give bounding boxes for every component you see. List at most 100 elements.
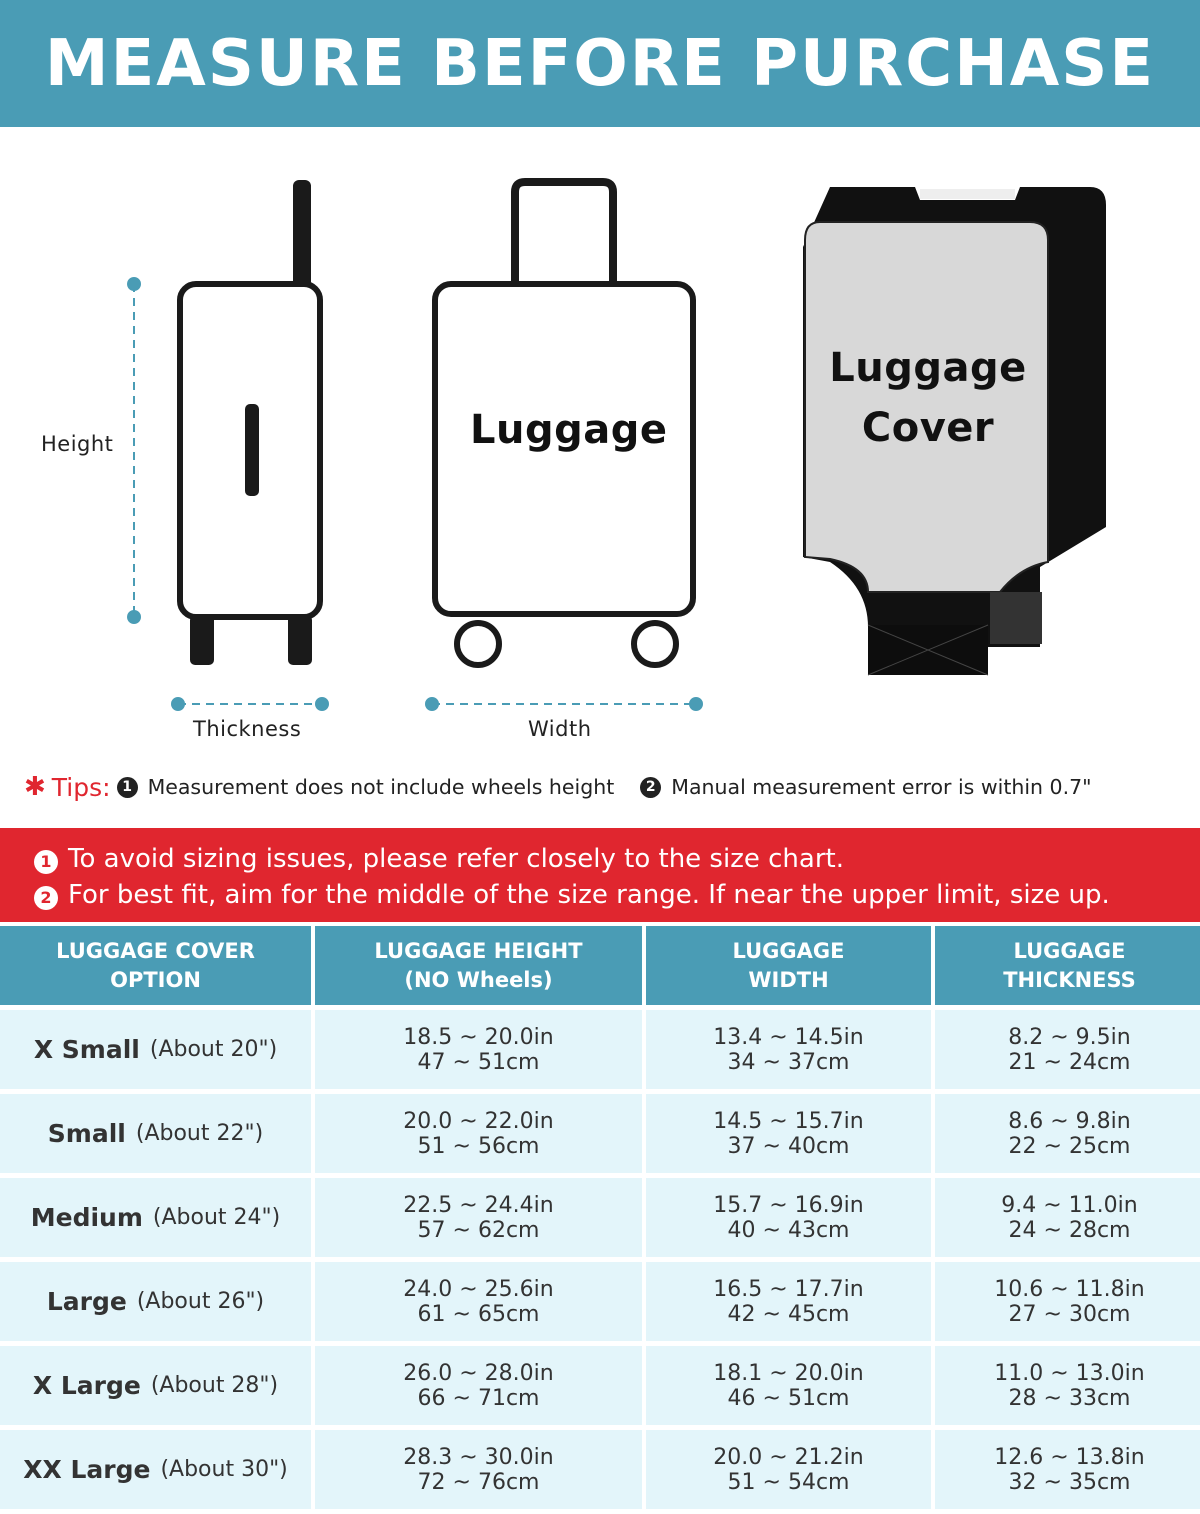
height-cell: 28.3 ~ 30.0in 72 ~ 76cm (315, 1430, 642, 1509)
width-cm: 51 ~ 54cm (727, 1469, 850, 1495)
tips-prefix: Tips: (51, 772, 111, 802)
header-text: LUGGAGE (1013, 938, 1126, 963)
page-title: MEASURE BEFORE PURCHASE (0, 0, 1200, 127)
side-view-suitcase (177, 180, 323, 665)
size-about: (About 24") (152, 1205, 281, 1230)
size-name: XX Large (23, 1455, 151, 1484)
width-cell: 16.5 ~ 17.7in 42 ~ 45cm (646, 1262, 931, 1341)
thickness-cm: 32 ~ 35cm (1008, 1469, 1131, 1495)
thickness-cell: 12.6 ~ 13.8in 32 ~ 35cm (935, 1430, 1200, 1509)
luggage-label: Luggage (470, 407, 668, 453)
width-cm: 34 ~ 37cm (727, 1049, 850, 1075)
height-cm: 72 ~ 76cm (417, 1469, 540, 1495)
thickness-inches: 11.0 ~ 13.0in (994, 1360, 1145, 1386)
height-cm: 57 ~ 62cm (417, 1217, 540, 1243)
thickness-cm: 22 ~ 25cm (1008, 1133, 1131, 1159)
cover-option-cell: Small (About 22") (0, 1094, 311, 1173)
table-header-row: LUGGAGE COVER OPTION LUGGAGE HEIGHT (NO Wh… (0, 926, 1200, 1005)
width-cell: 20.0 ~ 21.2in 51 ~ 54cm (646, 1430, 931, 1509)
width-cm: 42 ~ 45cm (727, 1301, 850, 1327)
number-2-icon: 2 (640, 776, 662, 798)
width-cell: 13.4 ~ 14.5in 34 ~ 37cm (646, 1010, 931, 1089)
tips-line: ✱ Tips: 1 Measurement does not include w… (24, 772, 1092, 802)
height-cell: 22.5 ~ 24.4in 57 ~ 62cm (315, 1178, 642, 1257)
luggage-diagram (127, 178, 1106, 711)
thickness-label: Thickness (193, 717, 302, 741)
height-inches: 24.0 ~ 25.6in (403, 1276, 554, 1302)
height-cm: 61 ~ 65cm (417, 1301, 540, 1327)
width-cell: 18.1 ~ 20.0in 46 ~ 51cm (646, 1346, 931, 1425)
width-cm: 40 ~ 43cm (727, 1217, 850, 1243)
size-name: Medium (30, 1203, 143, 1232)
table-row: Small (About 22") 20.0 ~ 22.0in 51 ~ 56cm 14… (0, 1094, 1200, 1173)
height-cell: 20.0 ~ 22.0in 51 ~ 56cm (315, 1094, 642, 1173)
header-text: (NO Wheels) (404, 967, 553, 992)
height-inches: 28.3 ~ 30.0in (403, 1444, 554, 1470)
thickness-cell: 11.0 ~ 13.0in 28 ~ 33cm (935, 1346, 1200, 1425)
table-row: XX Large (About 30") 28.3 ~ 30.0in 72 ~ 76c… (0, 1430, 1200, 1509)
thickness-cm: 27 ~ 30cm (1008, 1301, 1131, 1327)
height-label: Height (41, 432, 114, 456)
header-text: WIDTH (748, 967, 829, 992)
asterisk-icon: ✱ (24, 772, 46, 802)
cover-option-cell: Medium (About 24") (0, 1178, 311, 1257)
cover-option-cell: X Small (About 20") (0, 1010, 311, 1089)
size-about: (About 26") (136, 1289, 265, 1314)
thickness-inches: 8.2 ~ 9.5in (1008, 1024, 1131, 1050)
height-cell: 18.5 ~ 20.0in 47 ~ 51cm (315, 1010, 642, 1089)
height-cm: 47 ~ 51cm (417, 1049, 540, 1075)
thickness-inches: 12.6 ~ 13.8in (994, 1444, 1145, 1470)
header-thickness: LUGGAGE THICKNESS (935, 926, 1200, 1005)
size-about: (About 30") (160, 1457, 288, 1482)
size-name: X Small (33, 1035, 140, 1064)
height-dimension-line (127, 277, 703, 711)
width-cm: 46 ~ 51cm (727, 1385, 850, 1411)
notice-line-1: To avoid sizing issues, please refer clo… (68, 844, 844, 874)
sizing-notice: 1 To avoid sizing issues, please refer cl… (0, 828, 1200, 922)
height-inches: 22.5 ~ 24.4in (403, 1192, 554, 1218)
height-inches: 26.0 ~ 28.0in (403, 1360, 554, 1386)
width-inches: 13.4 ~ 14.5in (713, 1024, 864, 1050)
cover-label-line2: Cover (861, 405, 995, 451)
luggage-cover-image (803, 187, 1106, 676)
number-1-icon: 1 (116, 776, 138, 798)
height-cell: 26.0 ~ 28.0in 66 ~ 71cm (315, 1346, 642, 1425)
height-cm: 51 ~ 56cm (417, 1133, 540, 1159)
thickness-inches: 8.6 ~ 9.8in (1008, 1108, 1131, 1134)
header-width: LUGGAGE WIDTH (646, 926, 931, 1005)
header-text: LUGGAGE (732, 938, 845, 963)
width-cell: 14.5 ~ 15.7in 37 ~ 40cm (646, 1094, 931, 1173)
notice-line-2: For best fit, aim for the middle of the … (68, 880, 1110, 910)
width-inches: 18.1 ~ 20.0in (713, 1360, 864, 1386)
tip-2: Manual measurement error is within 0.7" (671, 775, 1092, 799)
header-text: OPTION (110, 967, 201, 992)
height-cell: 24.0 ~ 25.6in 61 ~ 65cm (315, 1262, 642, 1341)
tip-1: Measurement does not include wheels heig… (147, 775, 615, 799)
size-about: (About 22") (135, 1121, 264, 1146)
thickness-cm: 28 ~ 33cm (1008, 1385, 1131, 1411)
width-cm: 37 ~ 40cm (727, 1133, 850, 1159)
width-cell: 15.7 ~ 16.9in 40 ~ 43cm (646, 1178, 931, 1257)
size-name: X Large (32, 1371, 141, 1400)
header-text: THICKNESS (1003, 967, 1136, 992)
table-row: X Small (About 20") 18.5 ~ 20.0in 47 ~ 51cm… (0, 1010, 1200, 1089)
measurement-illustration: Height Thickness Width Luggage Luggage C… (0, 127, 1200, 767)
size-chart-table: LUGGAGE COVER OPTION LUGGAGE HEIGHT (NO Wh… (0, 926, 1200, 1514)
table-row: Medium (About 24") 22.5 ~ 24.4in 57 ~ 62cm 1… (0, 1178, 1200, 1257)
header-height: LUGGAGE HEIGHT (NO Wheels) (315, 926, 642, 1005)
size-name: Small (47, 1119, 126, 1148)
size-name: Large (46, 1287, 127, 1316)
width-label: Width (528, 717, 592, 741)
cover-option-cell: Large (About 26") (0, 1262, 311, 1341)
thickness-cell: 9.4 ~ 11.0in 24 ~ 28cm (935, 1178, 1200, 1257)
cover-option-cell: X Large (About 28") (0, 1346, 311, 1425)
height-inches: 18.5 ~ 20.0in (403, 1024, 554, 1050)
width-inches: 16.5 ~ 17.7in (713, 1276, 864, 1302)
header-text: LUGGAGE COVER (56, 938, 255, 963)
height-cm: 66 ~ 71cm (417, 1385, 540, 1411)
thickness-cm: 24 ~ 28cm (1008, 1217, 1131, 1243)
thickness-inches: 10.6 ~ 11.8in (994, 1276, 1145, 1302)
front-view-suitcase (432, 178, 696, 668)
header-text: LUGGAGE HEIGHT (374, 938, 583, 963)
number-2-icon: 2 (34, 886, 58, 910)
